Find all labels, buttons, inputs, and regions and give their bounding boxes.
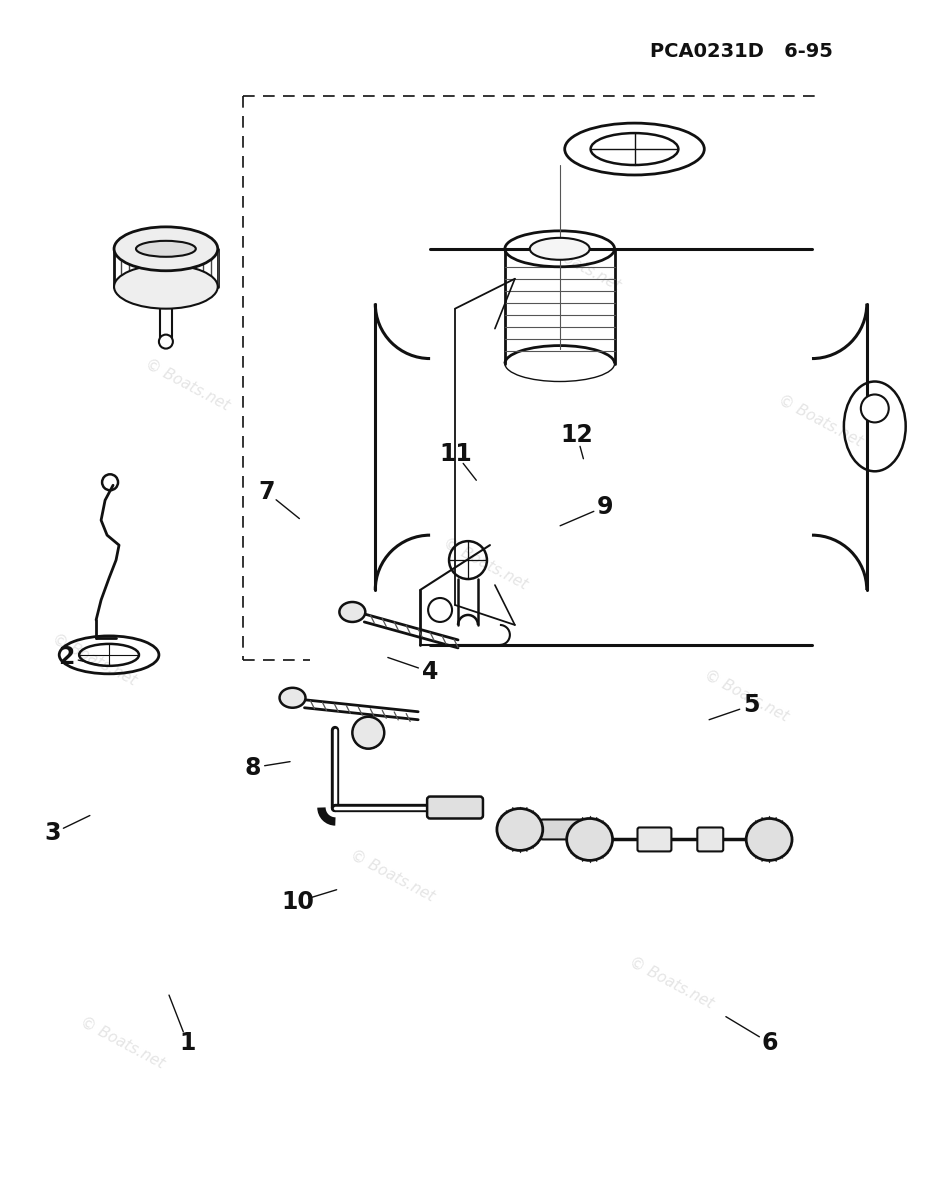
Ellipse shape [279, 688, 305, 708]
Text: © Boats.net: © Boats.net [701, 667, 791, 725]
Ellipse shape [339, 602, 365, 622]
Ellipse shape [567, 818, 613, 860]
Text: 2: 2 [59, 646, 75, 670]
Text: 12: 12 [560, 422, 593, 446]
Ellipse shape [530, 238, 589, 259]
Circle shape [159, 335, 173, 348]
Text: © Boats.net: © Boats.net [776, 392, 866, 449]
Text: 5: 5 [743, 694, 759, 718]
Text: 3: 3 [44, 822, 61, 846]
Text: 1: 1 [179, 1031, 196, 1055]
Text: © Boats.net: © Boats.net [627, 954, 716, 1012]
Text: © Boats.net: © Boats.net [534, 236, 623, 293]
Ellipse shape [114, 265, 218, 308]
Text: © Boats.net: © Boats.net [347, 847, 437, 904]
Text: © Boats.net: © Boats.net [50, 631, 139, 689]
Text: 6: 6 [761, 1031, 778, 1055]
Text: 11: 11 [440, 442, 473, 466]
Ellipse shape [746, 818, 792, 860]
Text: 10: 10 [281, 889, 314, 913]
FancyBboxPatch shape [698, 828, 723, 852]
Text: © Boats.net: © Boats.net [143, 356, 233, 413]
FancyBboxPatch shape [541, 820, 600, 840]
Text: © Boats.net: © Boats.net [441, 535, 531, 593]
Text: 4: 4 [421, 660, 438, 684]
Ellipse shape [136, 241, 196, 257]
Circle shape [428, 598, 452, 622]
Circle shape [352, 716, 384, 749]
Text: 9: 9 [597, 494, 613, 518]
FancyBboxPatch shape [427, 797, 483, 818]
Text: 8: 8 [245, 756, 262, 780]
Text: © Boats.net: © Boats.net [78, 1014, 167, 1072]
Ellipse shape [497, 809, 543, 851]
Text: PCA0231D   6-95: PCA0231D 6-95 [650, 42, 833, 61]
Text: 7: 7 [259, 480, 275, 504]
Circle shape [861, 395, 889, 422]
FancyBboxPatch shape [638, 828, 672, 852]
Ellipse shape [114, 227, 218, 271]
